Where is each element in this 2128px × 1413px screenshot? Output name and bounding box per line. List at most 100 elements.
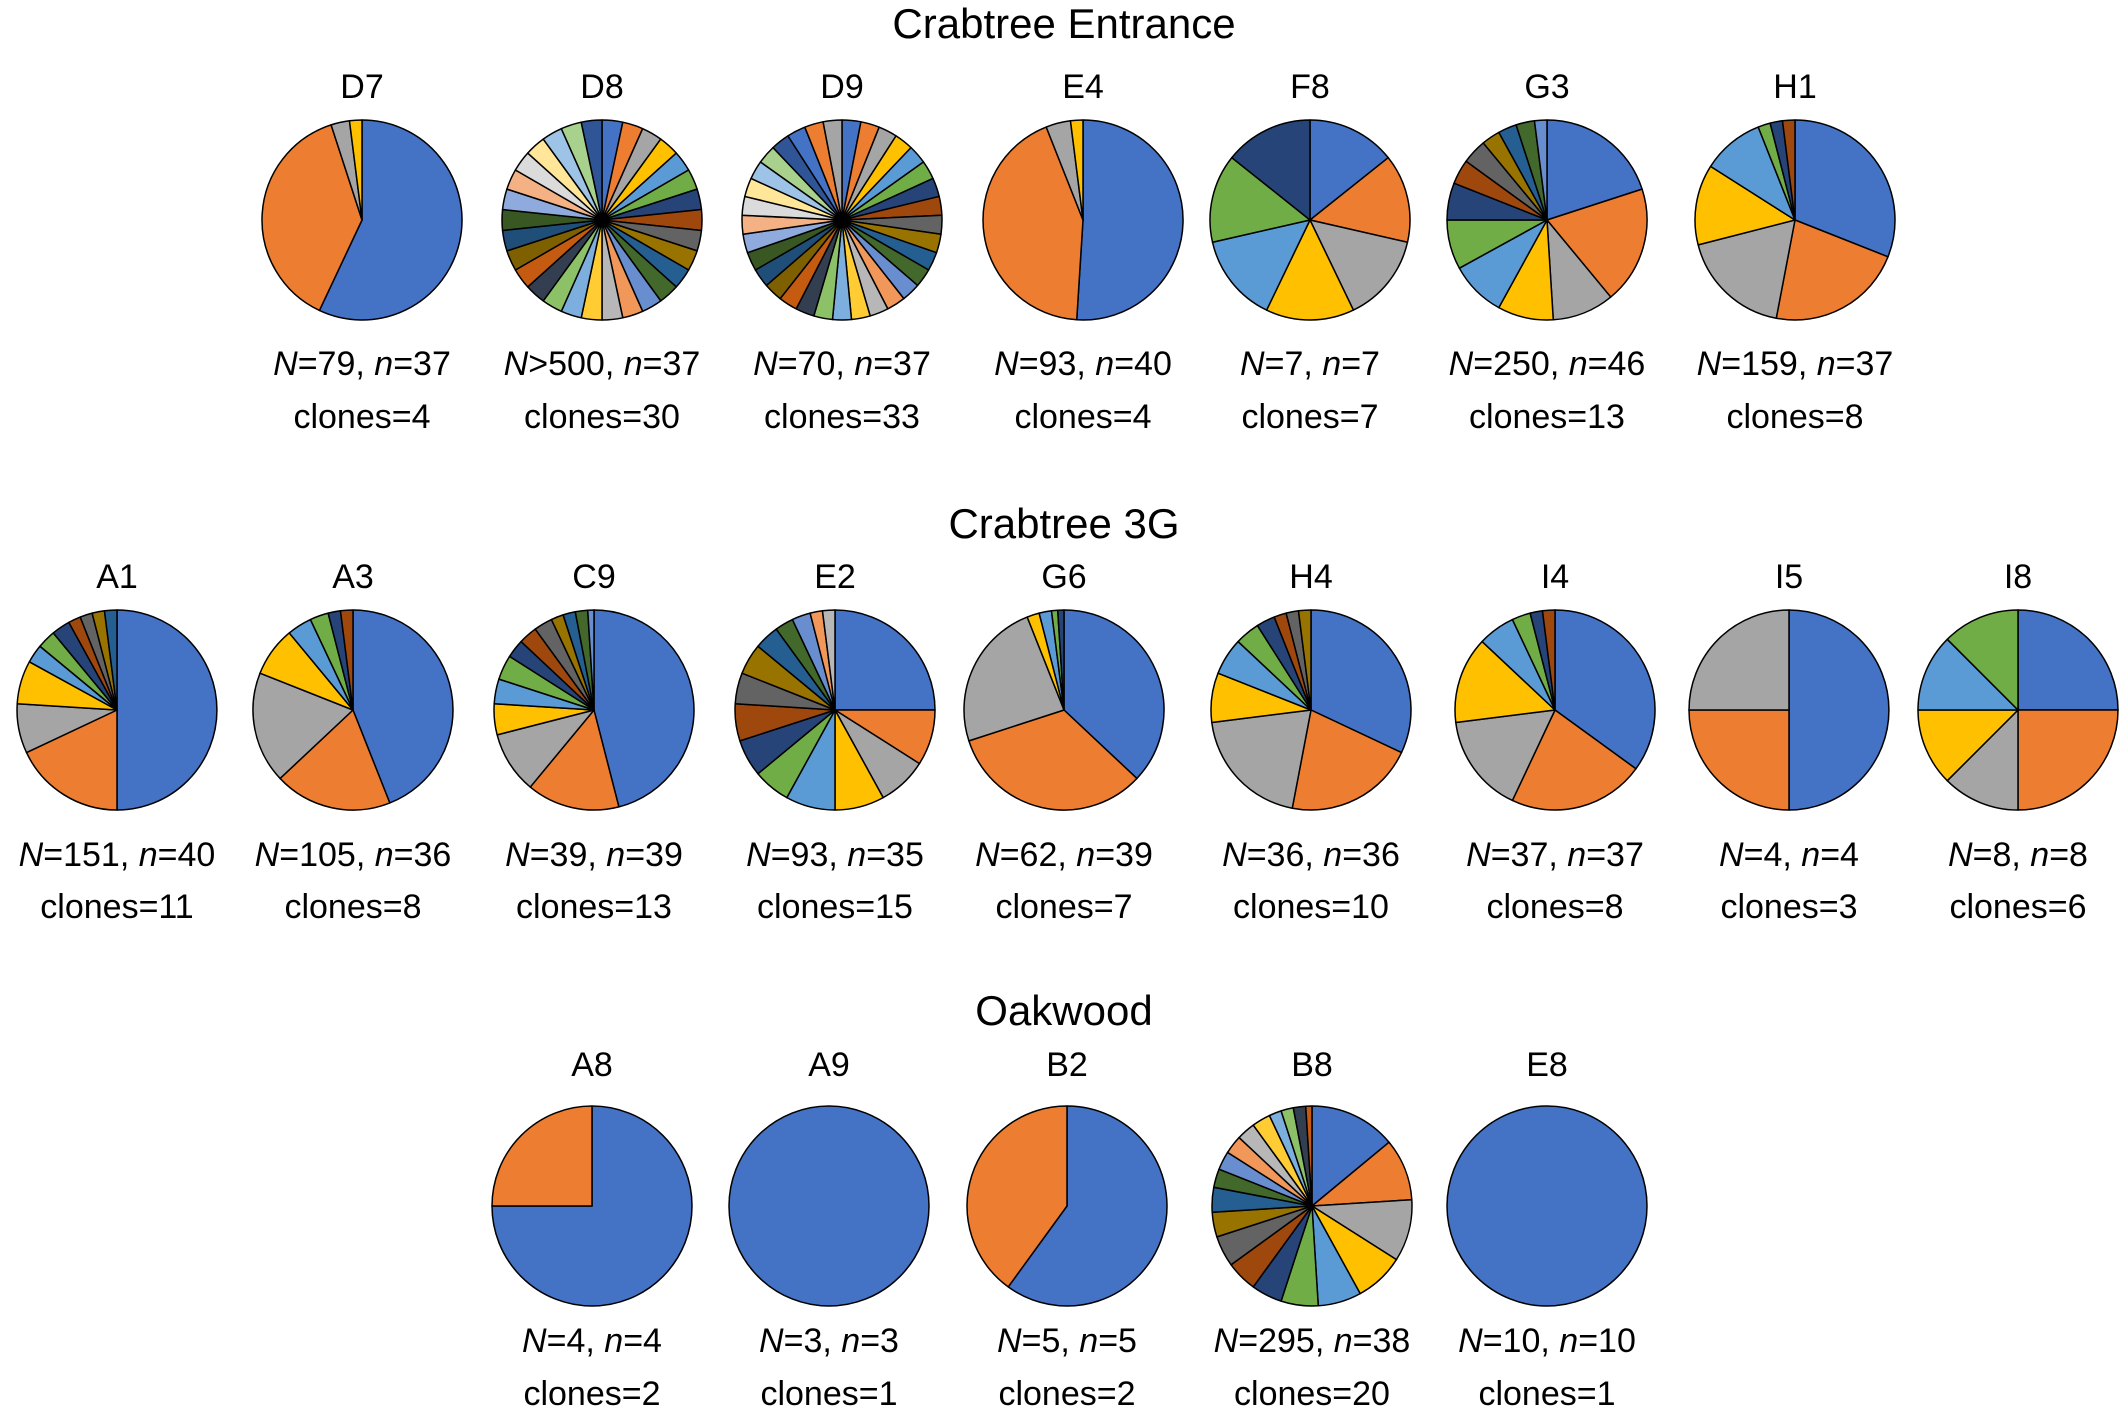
pie-label: D7 (340, 68, 383, 106)
pie-slice (1309, 156, 1411, 243)
pie-group: Crabtree Entrance D7 N=79, n=37 clones=4 D8 N… (261, 0, 1896, 436)
pie-sample-size: N=36, n=36 (1222, 836, 1400, 874)
pie-chart: A8 N=4, n=4 clones=2 (491, 1046, 693, 1413)
pie-chart: E2 N=93, n=35 clones=15 (734, 558, 936, 926)
pie-clone-count: clones=4 (1014, 398, 1151, 436)
pie-label: E8 (1526, 1046, 1568, 1084)
group-title: Crabtree Entrance (892, 0, 1235, 47)
pie-slice (593, 609, 695, 808)
pie-chart: D9 N=70, n=37 clones=33 (741, 68, 943, 436)
pie-chart: A1 N=151, n=40 clones=11 (16, 558, 218, 926)
pie-slice (1056, 609, 1065, 711)
pie-slice (352, 609, 454, 804)
pie-sample-size: N=7, n=7 (1240, 345, 1380, 383)
pie-slice (1946, 709, 2019, 811)
pie-chart: G6 N=62, n=39 clones=7 (963, 558, 1165, 926)
pie-chart: I8 N=8, n=8 clones=6 (1917, 558, 2119, 926)
pie-slice (348, 119, 363, 221)
pie-sample-size: N=159, n=37 (1697, 345, 1894, 383)
pie-slice (1455, 709, 1556, 802)
pie-slice (1304, 1105, 1313, 1207)
pie-slice (1917, 638, 2019, 711)
pie-sample-size: N=39, n=39 (505, 836, 683, 874)
pie-slice (1775, 219, 1889, 321)
pie-label: A1 (96, 558, 138, 596)
pie-slice (1063, 609, 1165, 780)
pie-slice (580, 119, 603, 221)
pie-slice (1541, 609, 1556, 711)
pie-clone-count: clones=1 (1478, 1375, 1615, 1413)
pie-sample-size: N=70, n=37 (753, 345, 931, 383)
pie-slice (1688, 709, 1790, 811)
pie-slice (103, 609, 118, 711)
pie-label: B8 (1291, 1046, 1333, 1084)
pie-clone-count: clones=1 (760, 1375, 897, 1413)
pie-slice (279, 709, 391, 811)
pie-label: I4 (1541, 558, 1569, 596)
pie-clone-count: clones=7 (1241, 398, 1378, 436)
pie-clone-count: clones=2 (998, 1375, 1135, 1413)
pie-label: G6 (1041, 558, 1086, 596)
pie-slice (1533, 119, 1548, 221)
pie-sample-size: N=295, n=38 (1214, 1322, 1411, 1360)
pie-label: D8 (580, 68, 623, 106)
pie-sample-size: N=93, n=40 (994, 345, 1172, 383)
pie-slice (491, 1105, 593, 1207)
pie-chart: C9 N=39, n=39 clones=13 (493, 558, 695, 926)
pie-chart: D7 N=79, n=37 clones=4 (261, 68, 463, 436)
pie-label: F8 (1290, 68, 1330, 106)
pie-slice (821, 609, 836, 711)
pie-chart: F8 N=7, n=7 clones=7 (1209, 68, 1411, 436)
pie-clone-count: clones=15 (757, 888, 913, 926)
pie-chart: A3 N=105, n=36 clones=8 (252, 558, 454, 926)
pie-chart: B8 N=295, n=38 clones=20 (1211, 1046, 1413, 1413)
pie-sample-size: N>500, n=37 (504, 345, 701, 383)
pie-clone-count: clones=8 (284, 888, 421, 926)
pie-label: I8 (2004, 558, 2032, 596)
pie-slice (1310, 609, 1412, 754)
pie-slice (1781, 119, 1796, 221)
pie-slice (1688, 609, 1790, 711)
pie-label: H4 (1289, 558, 1332, 596)
pie-label: I5 (1775, 558, 1803, 596)
pie-slice (1309, 219, 1409, 311)
pie-label: B2 (1046, 1046, 1088, 1084)
pie-label: D9 (820, 68, 863, 106)
pie-slice (1209, 156, 1311, 243)
pie-slice (982, 126, 1084, 321)
pie-sample-size: N=62, n=39 (975, 836, 1153, 874)
pie-sample-size: N=3, n=3 (759, 1322, 899, 1360)
pie-chart: E8 N=10, n=10 clones=1 (1446, 1046, 1648, 1413)
pie-slice (252, 672, 354, 780)
pie-clone-count: clones=6 (1949, 888, 2086, 926)
pie-label: G3 (1524, 68, 1569, 106)
pie-label: A3 (332, 558, 374, 596)
pie-slice (1231, 119, 1311, 221)
pie-slice (1554, 609, 1656, 770)
pie-label: E2 (814, 558, 856, 596)
pie-slice (261, 124, 363, 312)
pie-slice (529, 709, 620, 811)
pie-chart: H4 N=36, n=36 clones=10 (1210, 558, 1412, 926)
pie-slice (1546, 119, 1643, 221)
pie-slice (966, 1105, 1068, 1288)
pie-slice (1694, 165, 1796, 246)
pie-slice (1007, 1105, 1168, 1307)
pie-clone-count: clones=4 (293, 398, 430, 436)
group-title: Crabtree 3G (948, 500, 1179, 547)
pie-clone-count: clones=20 (1234, 1375, 1390, 1413)
pie-slice (25, 709, 118, 811)
pie-slice (1211, 219, 1311, 311)
pie-slice (2017, 609, 2119, 711)
pie-clone-count: clones=13 (516, 888, 672, 926)
pie-clone-count: clones=7 (995, 888, 1132, 926)
pie-label: H1 (1773, 68, 1816, 106)
pie-slice (586, 609, 595, 711)
pie-slice (318, 119, 463, 321)
pie-chart: I4 N=37, n=37 clones=8 (1454, 558, 1656, 926)
pie-slice (1454, 640, 1556, 724)
pie-slice (1297, 609, 1312, 711)
pie-chart: I5 N=4, n=4 clones=3 (1688, 558, 1890, 926)
pie-slice (1211, 709, 1312, 809)
